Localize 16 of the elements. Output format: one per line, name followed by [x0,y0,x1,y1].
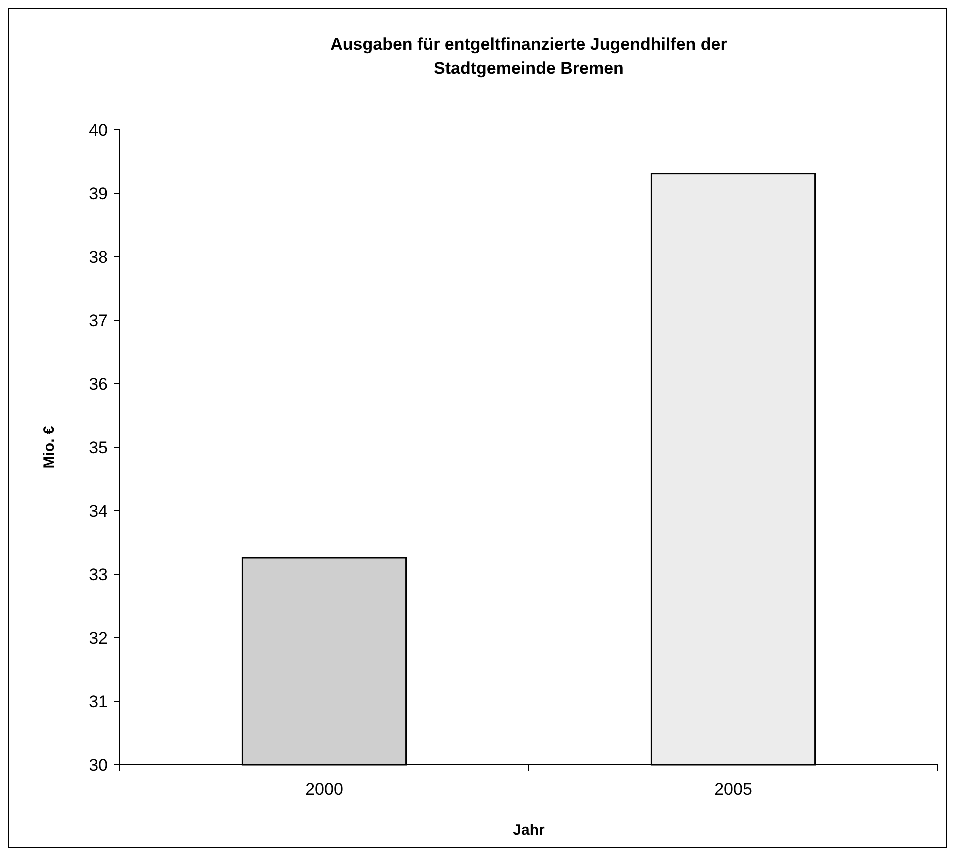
x-tick-label: 2000 [306,780,344,799]
y-tick-label: 39 [89,184,108,204]
y-tick-label: 31 [89,692,108,712]
y-tick-label: 38 [89,248,108,267]
y-tick-label: 37 [89,311,108,330]
y-axis-title: Mio. € [41,426,58,469]
y-tick-label: 36 [89,374,108,394]
y-tick-label: 40 [89,120,108,140]
x-tick-label: 2005 [714,780,752,799]
y-tick-label: 30 [89,756,108,775]
chart-title: Ausgaben für entgeltfinanzierte Jugendhilfen der Stadtgemeinde Bremen [330,35,728,78]
x-axis-title: Jahr [513,822,546,839]
y-tick-label: 32 [89,628,108,648]
y-tick-label: 33 [89,565,108,584]
y-tick-label: 34 [89,502,108,521]
y-tick-label: 35 [89,438,108,458]
